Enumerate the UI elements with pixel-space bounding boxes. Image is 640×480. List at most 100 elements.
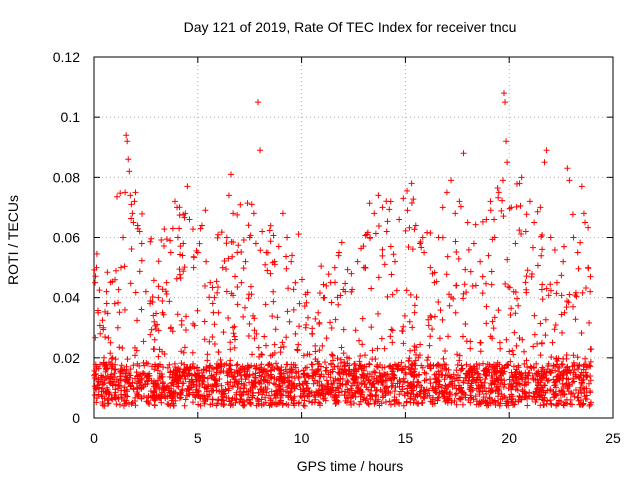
data-point bbox=[105, 334, 112, 341]
data-point bbox=[522, 279, 529, 286]
data-point bbox=[450, 295, 457, 302]
data-point bbox=[571, 366, 578, 373]
data-point bbox=[476, 362, 483, 369]
data-point bbox=[487, 387, 494, 394]
data-point bbox=[578, 390, 585, 397]
data-point bbox=[446, 381, 453, 388]
data-point bbox=[179, 386, 186, 393]
data-point bbox=[199, 380, 206, 387]
data-point bbox=[236, 388, 243, 395]
data-point bbox=[463, 289, 470, 296]
data-point bbox=[528, 365, 535, 372]
data-point bbox=[357, 398, 364, 405]
data-point bbox=[495, 307, 502, 314]
data-point bbox=[181, 264, 188, 271]
data-point bbox=[485, 252, 492, 259]
data-point bbox=[201, 392, 208, 399]
data-point bbox=[117, 365, 124, 372]
data-point bbox=[516, 180, 523, 187]
data-point bbox=[320, 373, 327, 380]
data-point bbox=[467, 338, 474, 345]
data-point bbox=[407, 347, 414, 354]
data-point bbox=[264, 267, 271, 274]
data-point bbox=[111, 300, 118, 307]
data-point bbox=[126, 168, 133, 175]
data-point bbox=[418, 244, 425, 251]
data-point bbox=[467, 345, 474, 352]
data-point bbox=[261, 333, 268, 340]
data-point bbox=[479, 273, 486, 280]
data-point bbox=[246, 320, 253, 327]
data-point bbox=[228, 401, 235, 408]
data-point bbox=[112, 395, 119, 402]
data-point bbox=[539, 364, 546, 371]
data-point bbox=[221, 390, 228, 397]
data-point bbox=[502, 99, 509, 106]
data-point bbox=[513, 374, 520, 381]
data-point bbox=[112, 381, 119, 388]
data-point bbox=[316, 321, 323, 328]
data-point bbox=[308, 399, 315, 406]
data-point bbox=[414, 400, 421, 407]
data-point bbox=[375, 274, 382, 281]
data-point bbox=[93, 399, 100, 406]
data-point bbox=[214, 284, 221, 291]
data-point bbox=[516, 392, 523, 399]
data-point bbox=[297, 386, 304, 393]
data-point bbox=[270, 380, 277, 387]
data-point bbox=[285, 383, 292, 390]
data-point bbox=[335, 389, 342, 396]
data-point bbox=[472, 393, 479, 400]
data-point bbox=[230, 374, 237, 381]
data-point bbox=[145, 377, 152, 384]
data-point bbox=[472, 282, 479, 289]
data-point bbox=[166, 361, 173, 368]
data-point bbox=[574, 249, 581, 256]
data-point bbox=[159, 286, 166, 293]
data-point bbox=[116, 344, 123, 351]
data-point bbox=[547, 287, 554, 294]
data-point bbox=[453, 282, 460, 289]
data-point bbox=[180, 211, 187, 218]
data-point bbox=[122, 373, 129, 380]
data-point bbox=[405, 243, 412, 250]
data-point bbox=[554, 358, 561, 365]
data-point bbox=[255, 99, 262, 106]
data-point bbox=[406, 318, 413, 325]
data-point bbox=[387, 362, 394, 369]
data-point bbox=[580, 210, 587, 217]
data-point bbox=[560, 258, 567, 265]
data-point bbox=[295, 341, 302, 348]
data-point bbox=[121, 384, 128, 391]
data-point bbox=[296, 380, 303, 387]
data-point bbox=[95, 391, 102, 398]
data-point bbox=[117, 376, 124, 383]
data-point bbox=[577, 239, 584, 246]
data-point bbox=[348, 387, 355, 394]
data-point bbox=[312, 393, 319, 400]
data-point bbox=[530, 376, 537, 383]
data-point bbox=[555, 368, 562, 375]
data-point bbox=[417, 341, 424, 348]
data-point bbox=[537, 352, 544, 359]
data-point bbox=[107, 279, 114, 286]
data-point bbox=[306, 351, 313, 358]
data-point bbox=[247, 232, 254, 239]
data-point bbox=[433, 278, 440, 285]
data-point bbox=[267, 222, 274, 229]
y-tick-label: 0.02 bbox=[53, 350, 80, 366]
data-point bbox=[478, 379, 485, 386]
data-point bbox=[115, 286, 122, 293]
data-point bbox=[160, 242, 167, 249]
data-point bbox=[393, 287, 400, 294]
data-point bbox=[319, 386, 326, 393]
data-point bbox=[148, 235, 155, 242]
data-point bbox=[185, 390, 192, 397]
y-tick-label: 0 bbox=[72, 410, 80, 426]
data-point bbox=[176, 266, 183, 273]
data-point bbox=[537, 320, 544, 327]
data-point bbox=[288, 258, 295, 265]
data-point bbox=[436, 335, 443, 342]
data-point bbox=[537, 204, 544, 211]
data-point bbox=[587, 358, 594, 365]
